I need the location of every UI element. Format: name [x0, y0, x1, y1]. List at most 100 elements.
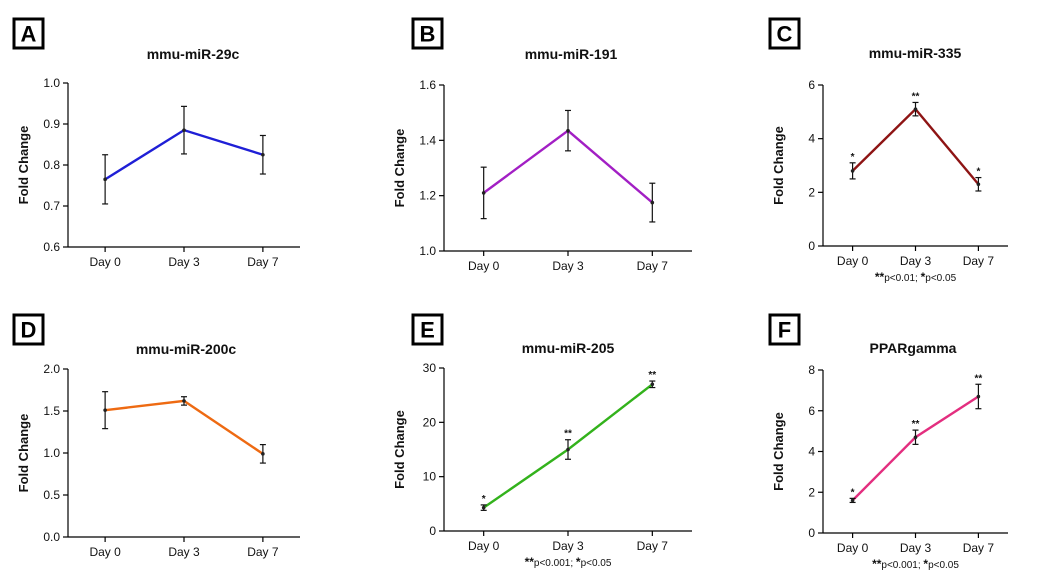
y-axis-label: Fold Change — [16, 126, 31, 205]
chart-title: PPARgamma — [870, 340, 957, 356]
data-point — [976, 182, 981, 187]
y-tick-label: 1.0 — [43, 76, 60, 90]
series-line — [851, 395, 980, 502]
data-point — [261, 452, 265, 456]
significance-footnote: **p<0.001; *p<0.05 — [872, 557, 959, 571]
chart-panel-f: F PPARgamma Fold Change 0 2 4 6 8 Day 0 Day 3 Day … — [768, 313, 1008, 571]
panel-letter: D — [21, 318, 37, 343]
series-line — [851, 107, 980, 186]
y-tick-label: 0.9 — [43, 117, 60, 131]
panel-letter-box — [12, 17, 45, 50]
x-tick-label: Day 3 — [168, 255, 200, 269]
data-point — [913, 435, 918, 440]
x-tick-label: Day 3 — [900, 541, 932, 555]
x-tick-label: Day 3 — [900, 254, 932, 268]
x-tick-label: Day 3 — [552, 259, 584, 273]
x-tick-label: Day 7 — [963, 254, 995, 268]
chart-title: mmu-miR-335 — [869, 45, 962, 61]
x-tick-label: Day 0 — [89, 545, 121, 559]
data-point — [481, 191, 486, 195]
y-axis-label: Fold Change — [392, 129, 407, 208]
chart-title: mmu-miR-29c — [147, 46, 240, 62]
y-tick-label: 0.8 — [43, 158, 60, 172]
data-point — [261, 152, 265, 157]
data-point — [566, 128, 570, 133]
significance-footnote: **p<0.001; *p<0.05 — [525, 555, 612, 569]
chart-title: mmu-miR-191 — [525, 46, 618, 62]
significance-marker: * — [851, 487, 855, 498]
data-point — [103, 408, 107, 412]
series-line — [104, 399, 264, 455]
y-tick-label: 0 — [808, 239, 815, 253]
y-tick-label: 6 — [808, 404, 815, 418]
panel-letter-box — [411, 313, 444, 346]
x-tick-label: Day 3 — [168, 545, 200, 559]
y-axis-label: Fold Change — [392, 410, 407, 489]
data-point — [650, 200, 655, 205]
y-tick-label: 1.4 — [419, 133, 436, 147]
panel-letter: C — [777, 22, 793, 47]
y-tick-label: 0.6 — [43, 240, 60, 254]
significance-marker: * — [851, 152, 855, 163]
significance-footnote: **p<0.01; *p<0.05 — [875, 270, 957, 284]
data-point — [850, 498, 855, 503]
y-tick-label: 1.6 — [419, 78, 436, 92]
y-axis-label: Fold Change — [771, 126, 786, 205]
significance-marker: * — [976, 167, 980, 178]
significance-marker: ** — [564, 429, 572, 440]
data-point — [182, 128, 186, 132]
significance-marker: ** — [648, 370, 656, 381]
y-tick-label: 0.0 — [43, 530, 60, 544]
y-tick-label: 4 — [808, 132, 815, 146]
panel-letter-box — [411, 17, 444, 50]
panel-letter-box — [768, 313, 801, 346]
y-tick-label: 1.0 — [419, 244, 436, 258]
x-tick-label: Day 7 — [247, 545, 279, 559]
y-tick-label: 0 — [808, 526, 815, 540]
y-axis-label: Fold Change — [771, 412, 786, 491]
significance-marker: ** — [975, 373, 983, 384]
data-point — [481, 505, 486, 510]
data-point — [913, 107, 918, 111]
x-tick-label: Day 3 — [552, 539, 584, 553]
x-tick-label: Day 0 — [89, 255, 121, 269]
x-tick-label: Day 7 — [637, 539, 669, 553]
data-point — [566, 447, 570, 452]
chart-title: mmu-miR-205 — [522, 340, 615, 356]
y-tick-label: 2 — [808, 185, 815, 199]
data-point — [182, 399, 186, 403]
y-tick-label: 0 — [429, 524, 436, 538]
significance-marker: ** — [912, 91, 920, 102]
y-tick-label: 6 — [808, 78, 815, 92]
x-tick-label: Day 7 — [247, 255, 279, 269]
y-tick-label: 0.7 — [43, 199, 60, 213]
y-tick-label: 1.5 — [43, 404, 60, 418]
x-tick-label: Day 7 — [637, 259, 669, 273]
x-tick-label: Day 0 — [837, 254, 869, 268]
y-tick-label: 2 — [808, 485, 815, 499]
y-axis-label: Fold Change — [16, 414, 31, 493]
panel-letter-box — [12, 313, 45, 346]
x-tick-label: Day 0 — [468, 539, 500, 553]
panel-letter: E — [420, 318, 435, 343]
y-tick-label: 1.2 — [419, 189, 436, 203]
x-tick-label: Day 7 — [963, 541, 995, 555]
y-tick-label: 20 — [423, 415, 437, 429]
x-tick-label: Day 0 — [468, 259, 500, 273]
significance-marker: ** — [912, 419, 920, 430]
y-tick-label: 8 — [808, 363, 815, 377]
significance-marker: * — [482, 494, 486, 505]
y-tick-label: 2.0 — [43, 362, 60, 376]
data-point — [650, 382, 655, 387]
data-point — [976, 394, 981, 399]
chart-title: mmu-miR-200c — [136, 341, 237, 357]
y-tick-label: 30 — [423, 361, 437, 375]
data-point — [103, 177, 107, 182]
y-tick-label: 10 — [423, 470, 437, 484]
panel-letter: F — [778, 318, 791, 343]
